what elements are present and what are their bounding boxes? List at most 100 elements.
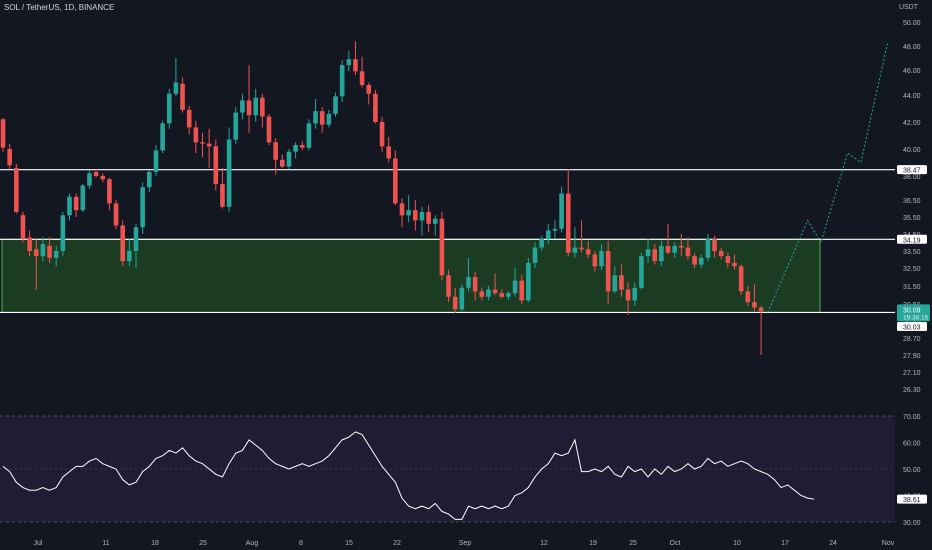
- candle[interactable]: [253, 97, 258, 116]
- candle[interactable]: [479, 291, 485, 297]
- candle[interactable]: [27, 237, 32, 251]
- candle[interactable]: [565, 193, 571, 253]
- candle[interactable]: [120, 225, 125, 262]
- candle[interactable]: [47, 245, 52, 258]
- candle[interactable]: [359, 71, 365, 85]
- candle[interactable]: [413, 210, 418, 221]
- candle[interactable]: [639, 256, 644, 288]
- candle[interactable]: [452, 296, 458, 310]
- candle[interactable]: [366, 85, 372, 94]
- candle[interactable]: [526, 262, 531, 301]
- candle[interactable]: [306, 123, 312, 148]
- candle[interactable]: [286, 151, 292, 167]
- candle[interactable]: [672, 245, 677, 253]
- candle[interactable]: [446, 275, 451, 297]
- candle[interactable]: [532, 247, 538, 263]
- candle[interactable]: [260, 97, 265, 117]
- candle[interactable]: [592, 254, 598, 267]
- candle[interactable]: [499, 293, 505, 297]
- projection-path[interactable]: [767, 43, 888, 313]
- candle[interactable]: [552, 228, 558, 231]
- candle[interactable]: [579, 247, 584, 250]
- candle[interactable]: [326, 113, 332, 125]
- candle[interactable]: [319, 111, 325, 125]
- candle[interactable]: [393, 158, 398, 204]
- candle[interactable]: [692, 256, 697, 265]
- candle[interactable]: [506, 293, 511, 297]
- candle[interactable]: [585, 249, 591, 255]
- candle[interactable]: [166, 93, 172, 124]
- candle[interactable]: [20, 215, 26, 240]
- candle[interactable]: [353, 59, 358, 72]
- candle[interactable]: [173, 82, 179, 94]
- candle[interactable]: [200, 142, 205, 144]
- candle[interactable]: [712, 239, 717, 251]
- candle[interactable]: [240, 100, 245, 113]
- candle[interactable]: [386, 146, 391, 159]
- candle[interactable]: [60, 215, 66, 251]
- candle[interactable]: [559, 193, 564, 229]
- candle[interactable]: [752, 302, 757, 308]
- candle[interactable]: [313, 111, 318, 124]
- candle[interactable]: [14, 167, 19, 212]
- candle[interactable]: [339, 65, 345, 97]
- candle[interactable]: [612, 275, 618, 292]
- candle[interactable]: [406, 210, 411, 216]
- candle[interactable]: [632, 287, 638, 301]
- candle[interactable]: [572, 247, 578, 253]
- candle[interactable]: [605, 251, 611, 292]
- candle[interactable]: [113, 203, 119, 226]
- candle[interactable]: [280, 159, 285, 167]
- candle[interactable]: [127, 251, 132, 262]
- candle[interactable]: [645, 249, 651, 257]
- candle[interactable]: [625, 289, 631, 301]
- candle[interactable]: [659, 245, 664, 262]
- candle[interactable]: [333, 96, 338, 114]
- candle[interactable]: [80, 185, 86, 211]
- candle[interactable]: [685, 247, 691, 257]
- candle[interactable]: [246, 100, 252, 116]
- candle[interactable]: [53, 251, 59, 258]
- candle[interactable]: [459, 287, 465, 310]
- candle[interactable]: [233, 112, 239, 140]
- candle[interactable]: [206, 143, 212, 147]
- candle[interactable]: [180, 83, 185, 110]
- demand-zone[interactable]: [1, 238, 821, 313]
- candle[interactable]: [379, 122, 385, 147]
- candle[interactable]: [373, 93, 378, 122]
- candle[interactable]: [93, 171, 99, 176]
- candle[interactable]: [758, 307, 764, 312]
- candle[interactable]: [186, 109, 192, 128]
- candle[interactable]: [546, 230, 551, 240]
- candle[interactable]: [466, 277, 471, 288]
- candle[interactable]: [745, 291, 751, 303]
- candle[interactable]: [732, 262, 737, 267]
- candle[interactable]: [153, 150, 159, 172]
- candle[interactable]: [725, 256, 731, 263]
- candle[interactable]: [73, 196, 79, 211]
- candle[interactable]: [432, 218, 438, 224]
- candle[interactable]: [100, 176, 106, 180]
- candle[interactable]: [346, 59, 352, 66]
- candle[interactable]: [665, 245, 671, 253]
- candle[interactable]: [220, 184, 225, 207]
- candle[interactable]: [87, 173, 92, 186]
- candle[interactable]: [539, 239, 544, 248]
- candle[interactable]: [718, 251, 724, 257]
- candle[interactable]: [299, 144, 305, 148]
- candle[interactable]: [599, 251, 604, 267]
- candle[interactable]: [512, 280, 518, 294]
- candle[interactable]: [33, 249, 39, 257]
- candle[interactable]: [107, 179, 112, 204]
- candle[interactable]: [738, 266, 744, 292]
- candle[interactable]: [486, 289, 491, 297]
- candle[interactable]: [439, 218, 445, 276]
- candle[interactable]: [273, 142, 278, 160]
- candle[interactable]: [652, 249, 657, 262]
- candle[interactable]: [519, 280, 524, 301]
- candle[interactable]: [705, 239, 711, 258]
- candle[interactable]: [619, 275, 624, 290]
- candle[interactable]: [472, 277, 478, 292]
- candle[interactable]: [679, 245, 684, 248]
